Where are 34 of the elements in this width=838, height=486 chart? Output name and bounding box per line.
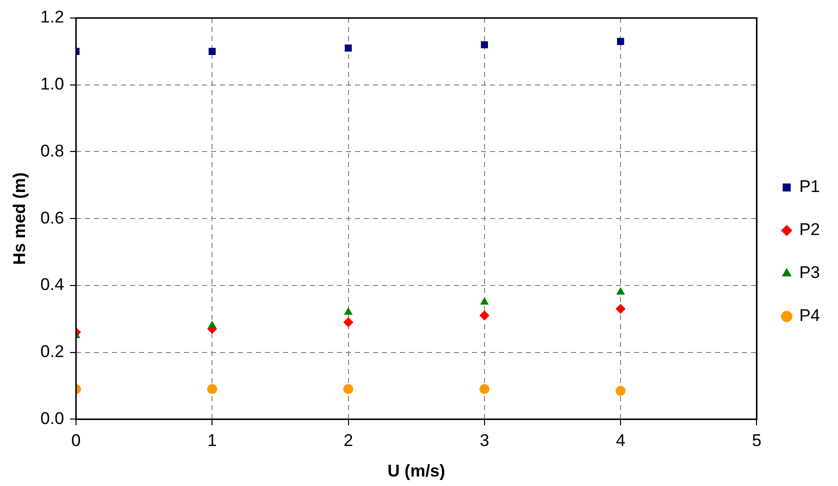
point [616, 304, 626, 314]
point [479, 384, 490, 394]
legend-label: P1 [799, 177, 820, 196]
x-tick-label: 2 [344, 431, 354, 450]
point [343, 384, 354, 394]
point [616, 287, 625, 295]
point [208, 320, 216, 328]
y-tick-label: 0.2 [40, 342, 64, 362]
point [480, 41, 488, 48]
x-tick-label: 1 [207, 431, 217, 450]
point [344, 307, 353, 315]
y-axis-title: Hs med (m) [10, 172, 29, 265]
y-tick-label: 0.8 [40, 141, 64, 160]
x-tick-label: 4 [616, 431, 626, 450]
legend-label: P3 [799, 263, 820, 282]
point [617, 38, 624, 45]
x-tick-label: 3 [480, 431, 490, 450]
y-tick-label: 0.4 [40, 275, 64, 294]
legend-label: P4 [799, 306, 820, 326]
x-tick-label: 0 [71, 431, 81, 450]
point [343, 317, 354, 328]
y-tick-label: 1.2 [40, 8, 64, 27]
y-tick-label: 1.0 [40, 74, 64, 94]
point [616, 386, 626, 396]
point [208, 48, 216, 55]
point [207, 384, 218, 394]
point [479, 310, 490, 321]
x-axis-title: U (m/s) [388, 461, 446, 480]
point [480, 297, 489, 305]
legend-label: P2 [799, 220, 820, 240]
x-tick-label: 5 [752, 431, 762, 450]
y-tick-label: 0.6 [40, 208, 64, 228]
y-tick-label: 0.0 [40, 408, 64, 428]
point [344, 44, 352, 52]
